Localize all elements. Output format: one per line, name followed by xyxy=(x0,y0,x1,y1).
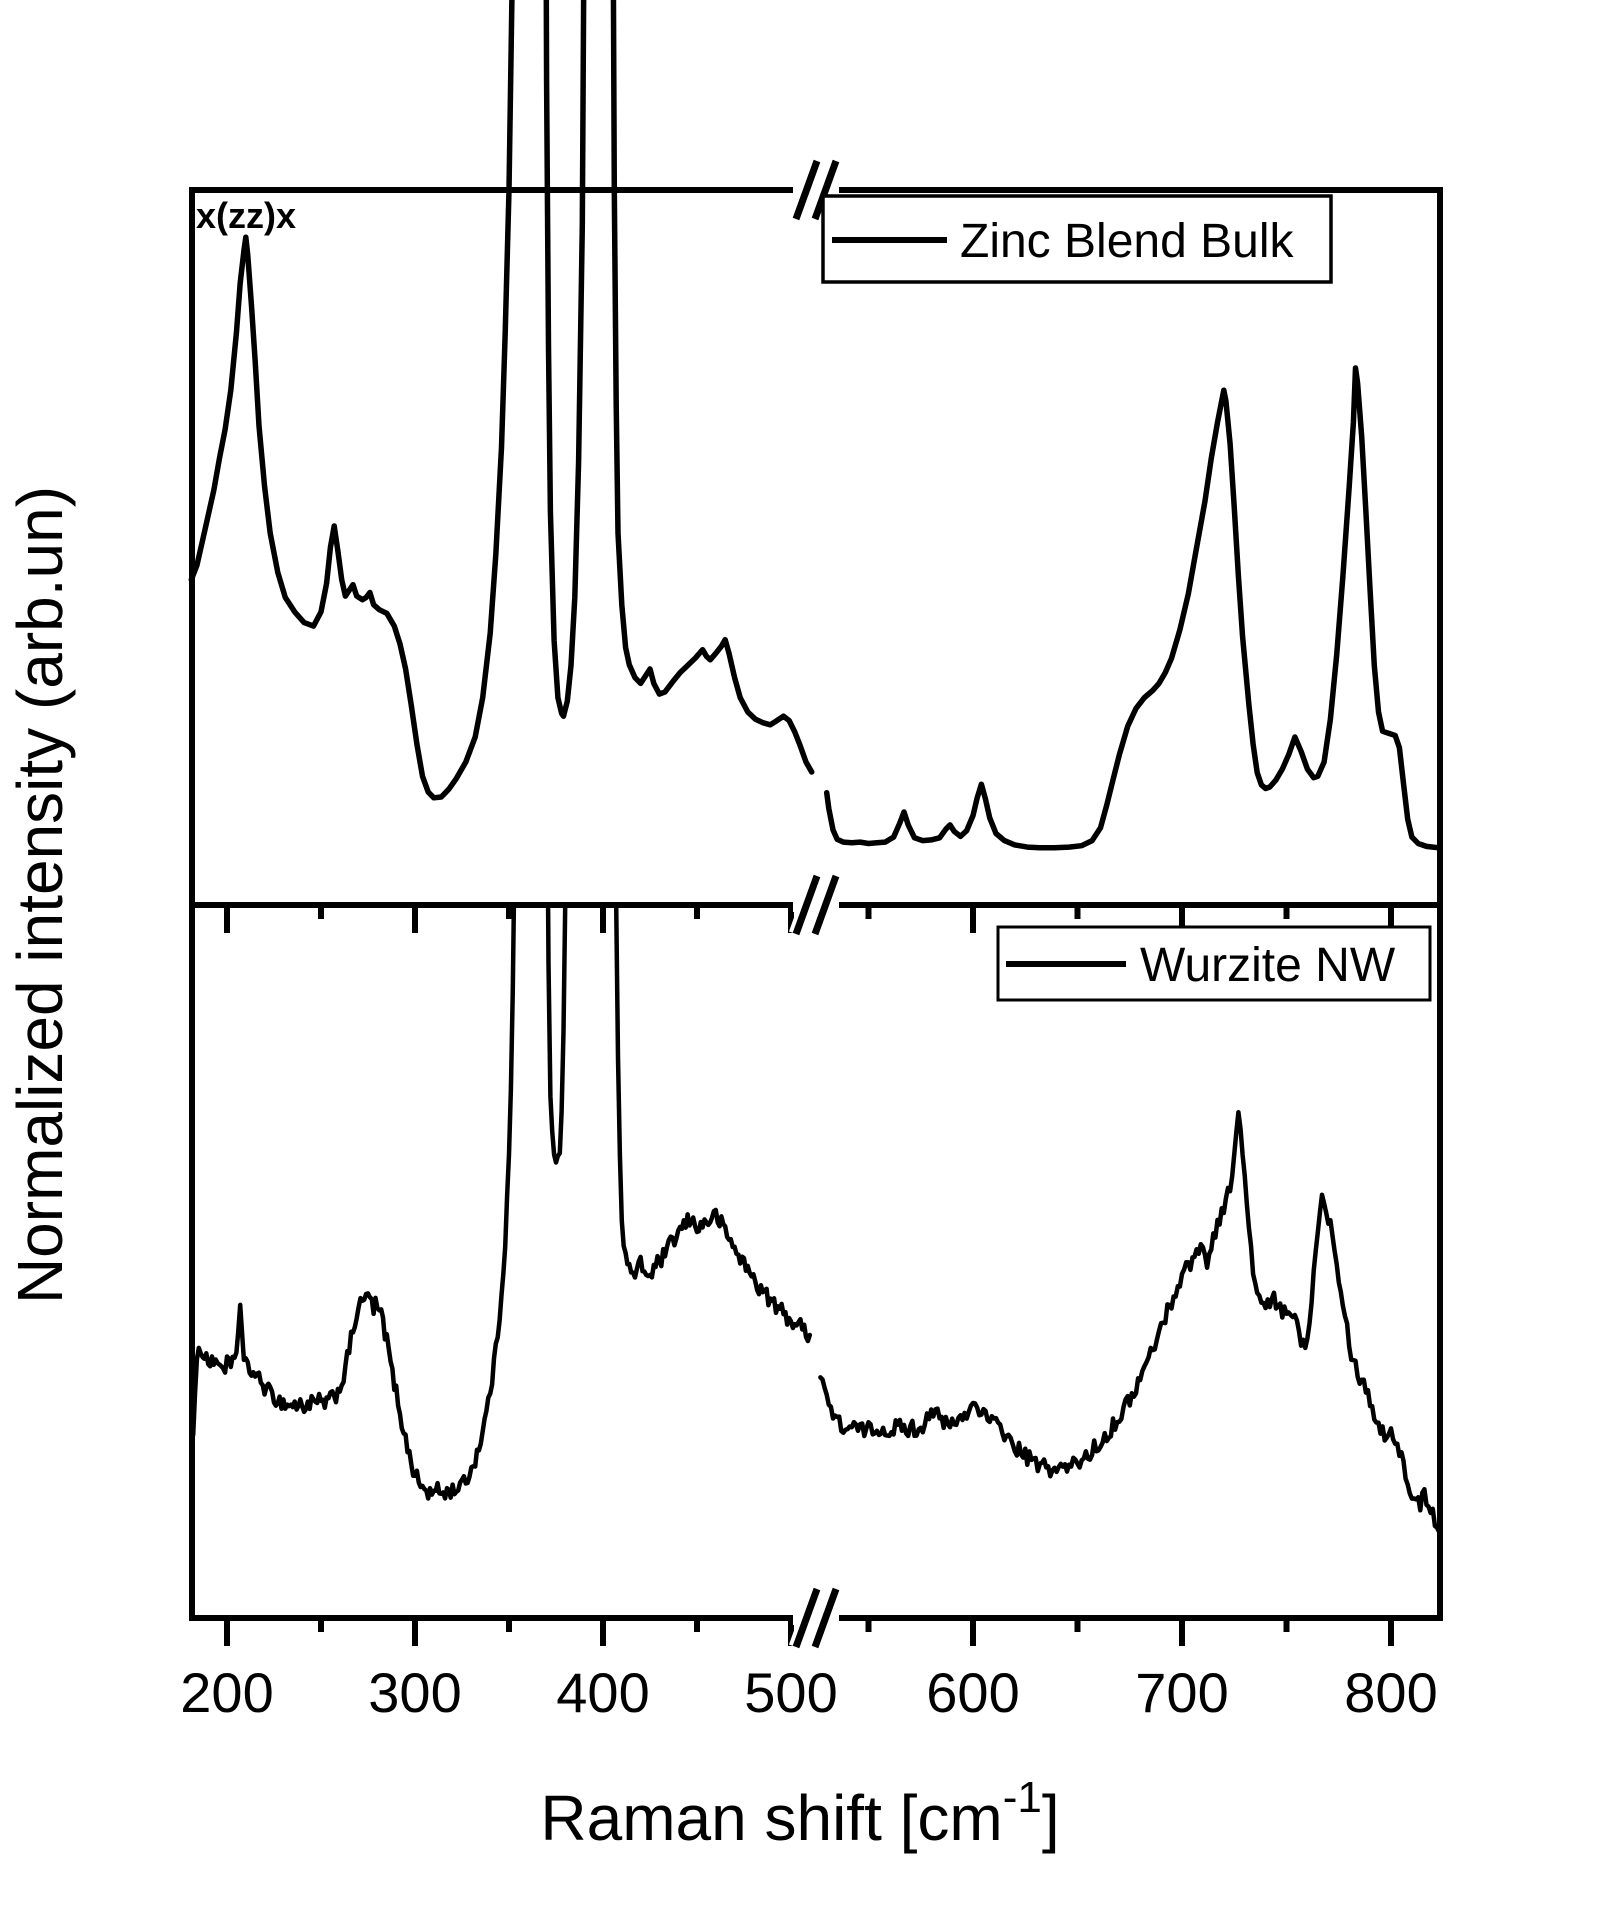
axis-break-marks xyxy=(788,158,844,1650)
axis-break-slash xyxy=(792,159,821,221)
axis-ticks xyxy=(224,905,1394,1646)
wurzite-nw-curve xyxy=(818,1110,1440,1535)
wurzite-nw-curve-group xyxy=(192,905,1440,1535)
zinc-blend-bulk-curve-group xyxy=(188,0,1442,851)
x-tick-label: 500 xyxy=(744,1661,837,1724)
y-axis-title: Normalized intensity (arb.un) xyxy=(4,486,76,1304)
legend-label-zinc-blend-bulk: Zinc Blend Bulk xyxy=(960,215,1294,268)
spectra-curves xyxy=(188,0,1442,1535)
x-axis-title: Raman shift [cm-1] xyxy=(540,1773,1059,1854)
axis-break-slash xyxy=(792,874,821,936)
legend-boxes xyxy=(821,194,1432,1002)
x-tick-label: 400 xyxy=(556,1661,649,1724)
x-tick-label: 600 xyxy=(926,1661,1019,1724)
zinc-blend-bulk-curve xyxy=(823,365,1442,851)
axis-break-slash xyxy=(811,1587,840,1649)
x-tick-label: 200 xyxy=(180,1661,273,1724)
x-tick-labels: 200 300 400 500 600 700 800 xyxy=(180,1661,1437,1724)
top-panel-frame xyxy=(189,187,1443,908)
zinc-blend-bulk-curve xyxy=(188,0,815,801)
axis-break-slash xyxy=(811,159,840,221)
x-tick-label: 700 xyxy=(1135,1661,1228,1724)
axis-break-slash xyxy=(792,1587,821,1649)
scattering-geometry-annotation: x(zz)x xyxy=(196,195,296,236)
legend-label-wurzite-nw: Wurzite NW xyxy=(1140,939,1396,992)
x-tick-label: 800 xyxy=(1344,1661,1437,1724)
x-tick-label: 300 xyxy=(368,1661,461,1724)
wurzite-nw-curve xyxy=(192,905,813,1501)
legend-box-wurzite-nw xyxy=(996,925,1432,1002)
axis-break-slash xyxy=(811,874,840,936)
